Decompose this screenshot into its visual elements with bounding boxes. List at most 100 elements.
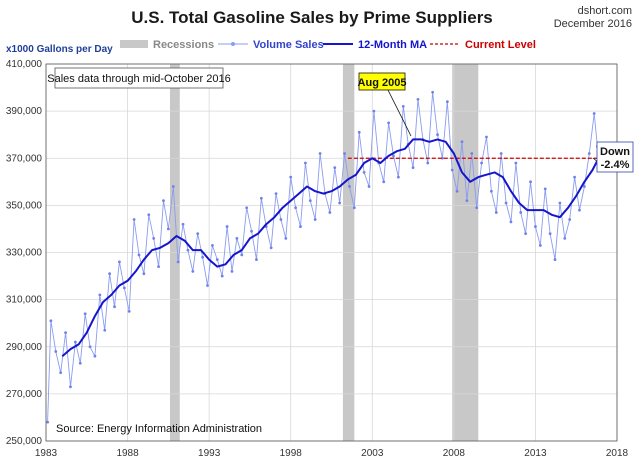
volume-sales-point <box>137 253 141 257</box>
volume-sales-point <box>59 371 63 375</box>
volume-sales-point <box>578 208 581 212</box>
volume-sales-point <box>181 222 185 226</box>
volume-sales-point <box>196 232 200 236</box>
volume-sales-point <box>509 220 513 224</box>
aug-2005-box <box>358 72 406 91</box>
volume-sales-point <box>553 258 557 261</box>
volume-sales-point <box>157 265 160 269</box>
volume-sales-point <box>176 260 180 264</box>
volume-sales-point <box>494 211 498 214</box>
legend-label-volume: Volume Sales <box>253 39 324 51</box>
volume-sales-point <box>411 166 415 170</box>
down-box <box>596 141 634 173</box>
y-tick-label-1: 270,000 <box>6 389 43 400</box>
volume-sales-point <box>372 109 376 113</box>
volume-sales-point <box>343 152 346 155</box>
volume-sales-point <box>357 130 361 134</box>
volume-sales-point <box>220 274 224 278</box>
x-tick-label-0: 1983 <box>35 448 58 459</box>
volume-sales-point <box>201 255 205 259</box>
volume-sales-point <box>83 312 87 316</box>
volume-sales-point <box>470 152 474 155</box>
volume-sales-point <box>255 258 258 261</box>
volume-sales-point <box>230 269 234 273</box>
volume-sales-point <box>88 345 92 349</box>
source-note: Source: Energy Information Administratio… <box>56 423 262 435</box>
legend-label-current: Current Level <box>465 39 536 51</box>
volume-sales-point <box>191 269 195 273</box>
volume-sales-point <box>299 225 302 228</box>
down-pct-label: -2.4% <box>601 159 630 171</box>
volume-sales-point <box>543 187 547 191</box>
volume-sales-point <box>382 180 386 184</box>
chart-title: U.S. Total Gasoline Sales by Prime Suppl… <box>131 8 493 27</box>
volume-sales-point <box>504 201 508 205</box>
data-note: Sales data through mid-October 2016 <box>47 73 230 85</box>
volume-sales-point <box>475 206 479 210</box>
volume-sales-point <box>485 135 488 139</box>
volume-sales-point <box>152 236 156 240</box>
volume-sales-point <box>362 170 366 174</box>
y-tick-label-3: 310,000 <box>6 295 43 306</box>
volume-sales-point <box>436 133 439 137</box>
volume-sales-point <box>465 199 469 203</box>
volume-sales-point <box>235 236 239 240</box>
volume-sales-point <box>333 166 337 170</box>
volume-sales-point <box>441 156 444 160</box>
volume-sales-point <box>568 218 572 221</box>
volume-sales-point <box>480 161 483 165</box>
volume-sales-point <box>387 121 390 125</box>
volume-sales-point <box>206 284 209 287</box>
volume-sales-point <box>289 175 293 179</box>
volume-sales-point <box>426 161 430 165</box>
volume-sales-point <box>318 152 322 155</box>
volume-sales-point <box>113 305 116 309</box>
volume-sales-point <box>348 185 351 188</box>
volume-sales-point <box>54 350 58 353</box>
volume-sales-point <box>118 260 121 264</box>
volume-sales-point <box>259 196 263 200</box>
volume-sales-point <box>211 244 214 247</box>
volume-sales-point <box>519 211 523 214</box>
y-tick-label-5: 350,000 <box>6 200 43 211</box>
volume-sales-point <box>250 229 253 233</box>
volume-sales-point <box>401 105 405 108</box>
x-tick-label-2: 1993 <box>198 448 221 459</box>
y-tick-label-7: 390,000 <box>6 106 43 117</box>
volume-sales-point <box>455 189 459 193</box>
volume-sales-point <box>313 218 317 221</box>
volume-sales-point <box>489 189 493 193</box>
volume-sales-point <box>240 253 244 257</box>
volume-sales-point <box>529 180 532 184</box>
volume-sales-point <box>445 100 449 104</box>
volume-sales-point <box>499 152 503 155</box>
series-12-month-ma-line <box>61 138 599 357</box>
aug-2005-pointer <box>387 89 412 137</box>
volume-sales-point <box>396 175 400 179</box>
x-tick-label-1: 1988 <box>116 448 139 459</box>
legend-label-recessions: Recessions <box>153 39 214 51</box>
volume-sales-point <box>338 201 342 205</box>
volume-sales-point <box>582 185 586 188</box>
x-tick-label-5: 2008 <box>443 448 466 459</box>
volume-sales-point <box>162 199 165 203</box>
volume-sales-point <box>93 354 97 358</box>
volume-sales-point <box>245 206 249 210</box>
volume-sales-point <box>98 293 102 297</box>
volume-sales-point <box>563 236 567 240</box>
legend-marker-volume <box>231 42 235 46</box>
volume-sales-point <box>69 385 72 389</box>
volume-sales-point <box>392 154 395 158</box>
volume-sales-point <box>166 227 170 231</box>
volume-sales-point <box>416 97 420 101</box>
volume-sales-point <box>215 258 219 261</box>
volume-sales-point <box>73 340 77 344</box>
y-tick-label-8: 410,000 <box>6 59 43 70</box>
brand-date: December 2016 <box>554 18 632 30</box>
volume-sales-point <box>132 218 136 221</box>
volume-sales-point <box>108 272 112 276</box>
x-tick-label-7: 2018 <box>606 448 629 459</box>
y-axis-label: x1000 Gallons per Day <box>6 44 113 55</box>
volume-sales-point <box>303 161 307 165</box>
volume-sales-point <box>186 248 190 252</box>
